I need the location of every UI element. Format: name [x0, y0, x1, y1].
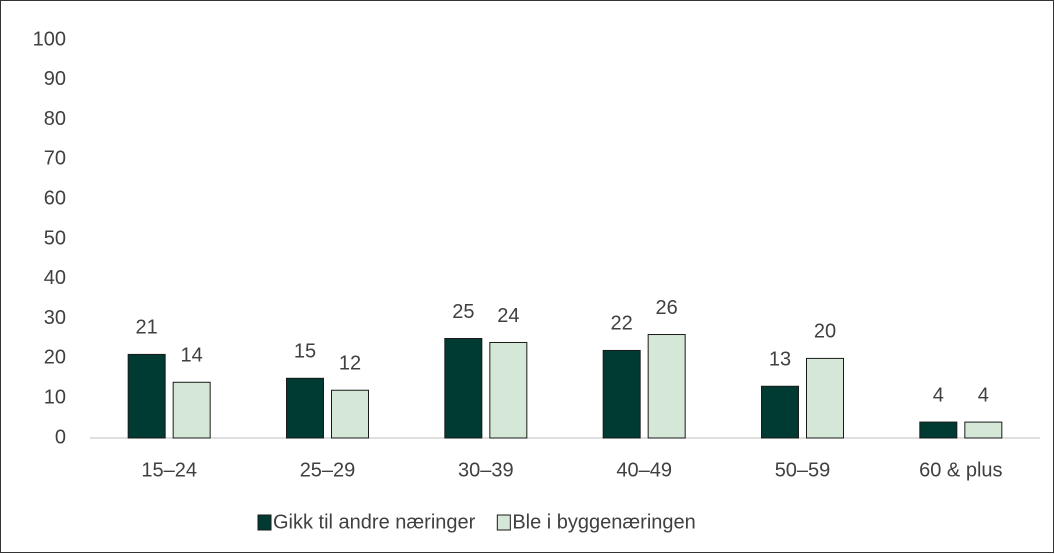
data-label: 26 [656, 297, 678, 319]
data-label: 14 [181, 345, 203, 367]
x-tick-label: 40–49 [616, 459, 672, 481]
y-tick-label: 60 [44, 187, 66, 209]
data-label: 25 [452, 301, 474, 323]
y-tick-label: 30 [44, 307, 66, 329]
bar [806, 357, 844, 439]
data-label: 4 [978, 384, 989, 406]
x-tick-label: 50–59 [775, 459, 831, 481]
x-tick-label: 15–24 [141, 459, 197, 481]
bar [127, 353, 166, 439]
y-tick-label: 50 [44, 227, 66, 249]
bar [647, 334, 686, 439]
legend-swatch [257, 514, 272, 531]
bar [489, 341, 528, 439]
legend-label: Ble i byggenæringen [512, 511, 695, 533]
x-tick-label: 25–29 [300, 459, 356, 481]
data-label: 20 [814, 321, 836, 343]
bar [444, 338, 483, 439]
legend-label: Gikk til andre næringer [273, 511, 476, 533]
data-label: 13 [769, 349, 791, 371]
data-label: 24 [497, 305, 519, 327]
bar [964, 421, 1003, 439]
y-tick-label: 20 [44, 347, 66, 369]
bar [331, 389, 369, 439]
data-label: 15 [294, 341, 316, 363]
x-tick-label: 30–39 [458, 459, 514, 481]
y-tick-label: 10 [44, 386, 66, 408]
bar [172, 381, 211, 439]
data-label: 22 [611, 313, 633, 335]
data-label: 12 [339, 353, 361, 375]
bar [919, 421, 958, 439]
bar [286, 377, 324, 439]
data-label: 21 [136, 317, 158, 339]
data-label: 4 [933, 384, 944, 406]
y-tick-label: 100 [33, 28, 66, 50]
bar [602, 349, 641, 439]
legend-swatch [496, 514, 511, 531]
x-tick-label: 60 & plus [919, 459, 1002, 481]
bar [761, 385, 799, 439]
y-tick-label: 40 [44, 267, 66, 289]
y-tick-label: 90 [44, 68, 66, 90]
y-tick-label: 0 [55, 426, 66, 448]
y-tick-label: 80 [44, 108, 66, 130]
y-tick-label: 70 [44, 148, 66, 170]
